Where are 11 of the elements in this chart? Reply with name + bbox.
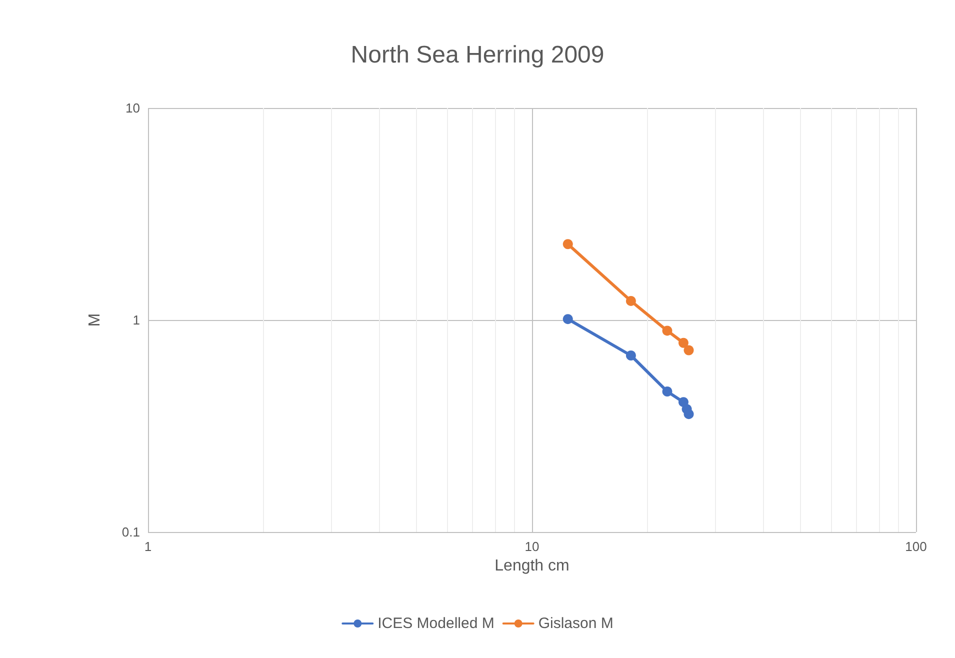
x-tick-label: 10 — [524, 539, 540, 554]
y-tick-label: 0.1 — [122, 524, 140, 540]
chart-title: North Sea Herring 2009 — [350, 42, 604, 68]
x-tick-label: 1 — [144, 539, 152, 554]
y-tick-label: 10 — [126, 100, 140, 116]
y-tick-label: 1 — [132, 312, 140, 328]
y-axis-title: M — [86, 313, 104, 327]
legend-label: Gislason M — [538, 615, 614, 632]
x-tick-label: 100 — [905, 539, 927, 554]
legend-label: ICES Modelled M — [378, 615, 494, 632]
x-axis-title: Length cm — [494, 557, 570, 574]
